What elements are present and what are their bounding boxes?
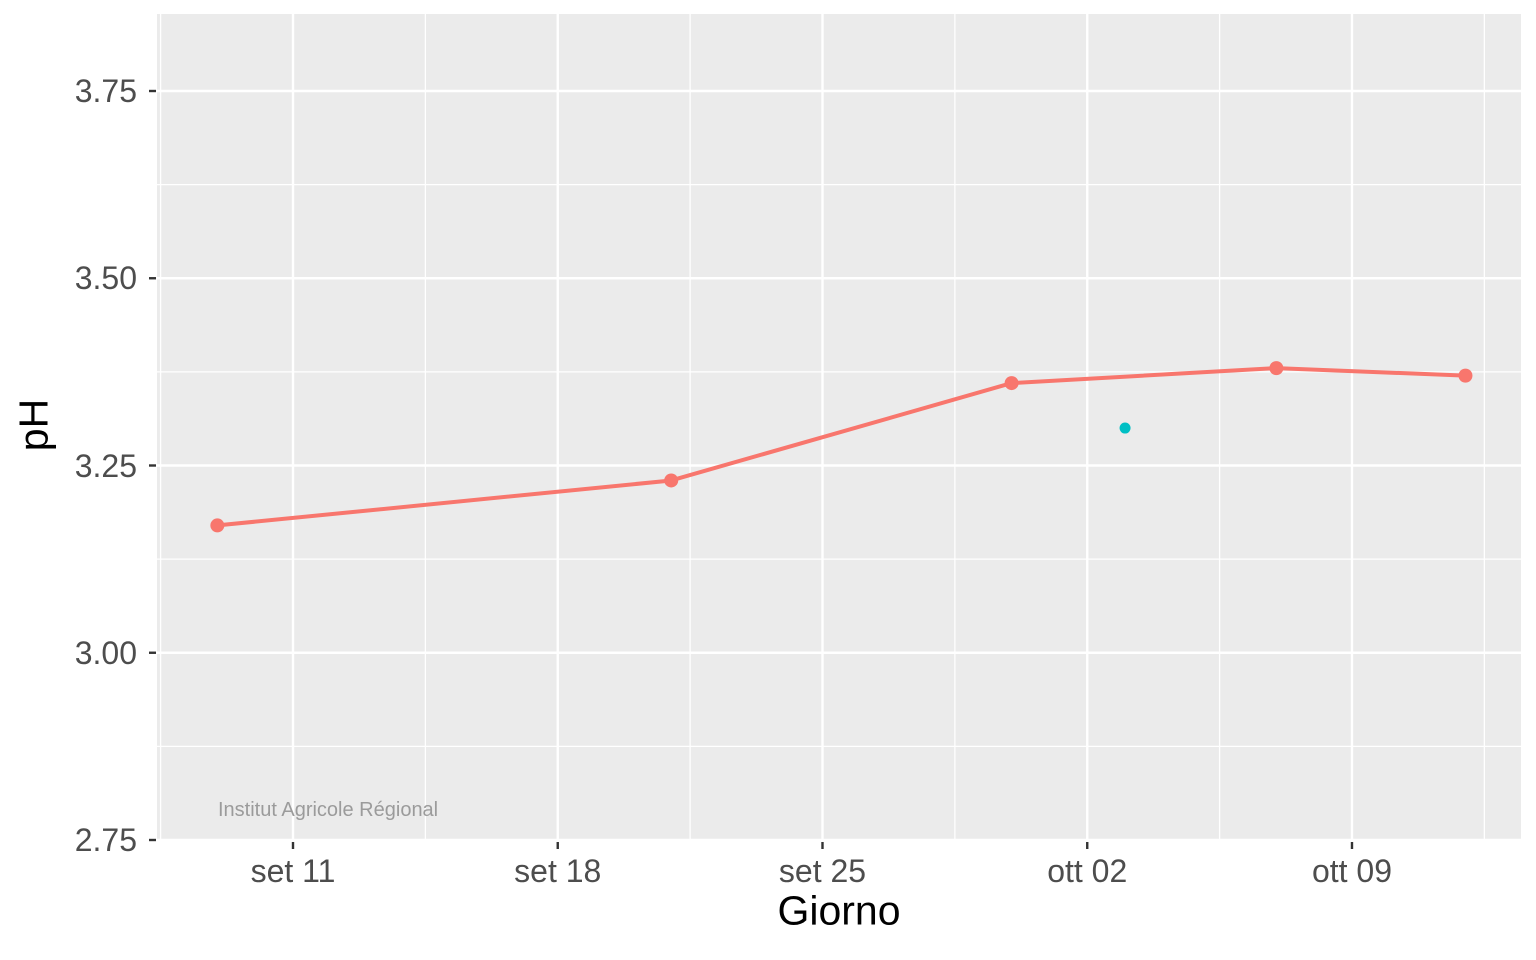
x-tick-label: ott 09 xyxy=(1311,853,1393,889)
plot-panel xyxy=(157,14,1521,841)
x-tick-label: ott 02 xyxy=(1047,853,1128,889)
watermark-text: Institut Agricole Régional xyxy=(218,799,439,821)
x-axis-title: Giorno xyxy=(777,887,901,934)
ph-line-point xyxy=(1004,376,1019,391)
x-tick-label: set 25 xyxy=(778,853,867,889)
y-tick-label: 3.50 xyxy=(74,260,137,297)
ph-line-point xyxy=(664,473,679,488)
y-tick-label: 2.75 xyxy=(74,822,137,858)
x-tick-label: set 11 xyxy=(250,853,336,889)
ph-line-point xyxy=(210,518,225,533)
y-axis-title: pH xyxy=(10,398,57,452)
y-tick-label: 3.25 xyxy=(74,447,137,484)
ph-line-point xyxy=(1458,368,1473,383)
isolated-point-point xyxy=(1119,422,1131,434)
ph-line-point xyxy=(1269,361,1284,376)
x-tick-label: set 18 xyxy=(514,853,602,889)
y-tick-label: 3.75 xyxy=(74,73,137,109)
y-tick-label: 3.00 xyxy=(74,634,137,671)
